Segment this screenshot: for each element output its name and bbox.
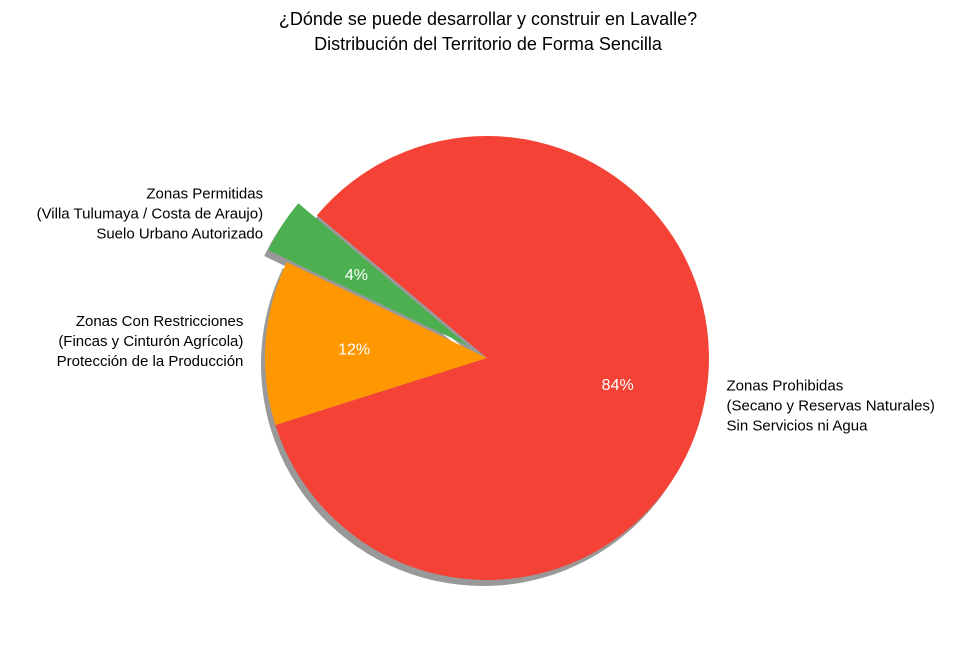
slice-label-line: (Villa Tulumaya / Costa de Araujo) (37, 206, 264, 223)
slice-label-permitidas: Zonas Permitidas (Villa Tulumaya / Costa … (37, 186, 264, 243)
slice-label-line: (Fincas y Cinturón Agrícola) (58, 333, 243, 350)
pie-slice-restricciones (264, 262, 487, 426)
pie-slices (264, 136, 709, 581)
pie-slice-prohibidas (275, 136, 709, 581)
slice-label-line: Zonas Con Restricciones (76, 313, 244, 330)
chart-title-line-2: Distribución del Territorio de Forma Sen… (314, 34, 663, 54)
pie-labels: Zonas Permitidas (Villa Tulumaya / Costa … (37, 186, 935, 435)
slice-label-prohibidas: Zonas Prohibidas (Secano y Reservas Natur… (727, 377, 935, 434)
slice-label-line: Zonas Prohibidas (727, 377, 844, 394)
pct-label-permitidas: 4% (345, 267, 368, 284)
slice-label-restricciones: Zonas Con Restricciones (Fincas y Cinturó… (57, 313, 244, 370)
pie-slice-permitidas (268, 203, 469, 346)
slice-label-line: Suelo Urbano Autorizado (96, 226, 263, 243)
slice-label-line: Sin Servicios ni Agua (727, 417, 869, 434)
slice-label-line: Protección de la Producción (57, 353, 244, 370)
chart-title-line-1: ¿Dónde se puede desarrollar y construir … (279, 9, 697, 29)
pct-label-restricciones: 12% (338, 342, 370, 359)
slice-label-line: (Secano y Reservas Naturales) (727, 397, 935, 414)
pct-label-prohibidas: 84% (602, 377, 634, 394)
slice-label-line: Zonas Permitidas (146, 186, 263, 203)
